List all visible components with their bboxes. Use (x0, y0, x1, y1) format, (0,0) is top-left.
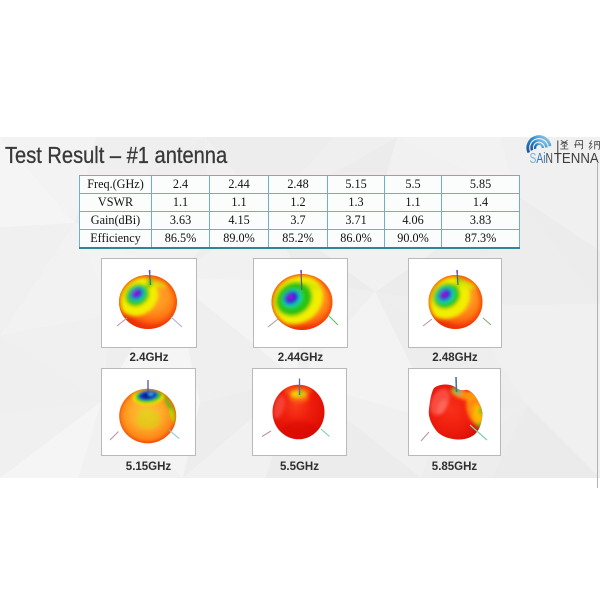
svg-text:TENNA: TENNA (554, 151, 599, 167)
svg-text:SAiN: SAiN (530, 151, 554, 167)
